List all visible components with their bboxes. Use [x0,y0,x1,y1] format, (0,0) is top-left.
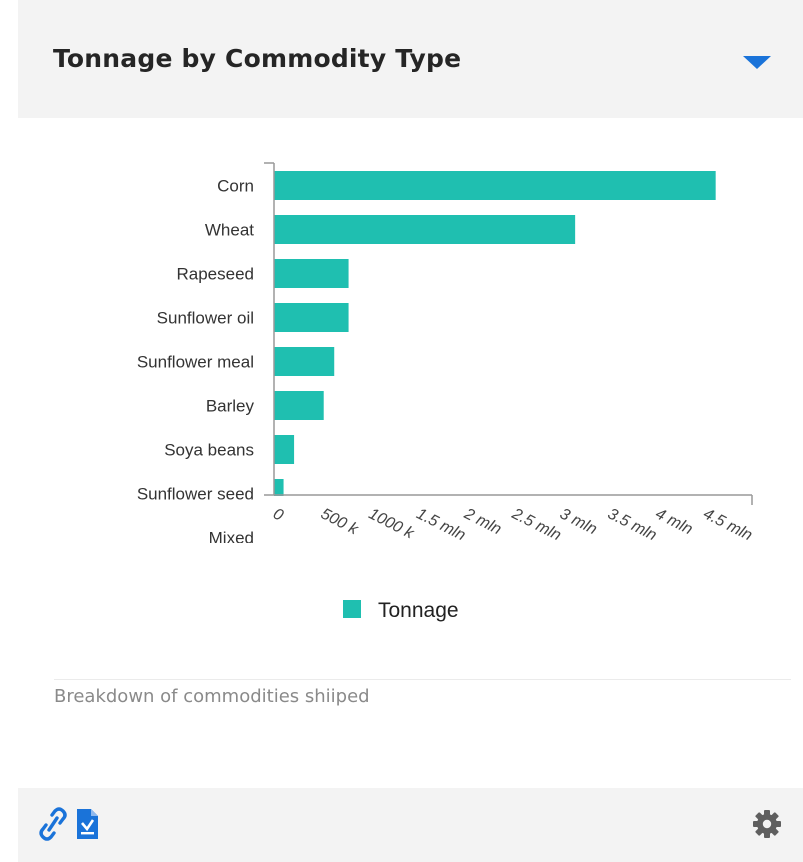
category-label: Corn [217,177,254,196]
category-label: Rapeseed [176,265,254,284]
x-tick-label: 3 mln [557,505,600,538]
bar-corn[interactable] [274,171,716,200]
chart-description: Breakdown of commodities shiiped [54,686,370,707]
bar-rapeseed[interactable] [274,259,349,288]
category-label: Barley [206,397,255,416]
card-header: Tonnage by Commodity Type [18,0,803,118]
card-title: Tonnage by Commodity Type [53,44,462,73]
category-label: Sunflower seed [137,485,254,504]
divider [54,679,791,680]
export-document-icon[interactable] [71,806,107,842]
x-tick-label: 4 mln [653,505,696,538]
chart-area: Corn Wheat Rapeseed Sunflower oil Sunflower … [18,118,803,678]
widget-card: Tonnage by Commodity Type Corn Wheat Rapes… [18,0,803,862]
bar-sunflower-oil[interactable] [274,303,349,332]
x-tick-label: 1.5 mln [414,505,469,544]
bar-chart: Corn Wheat Rapeseed Sunflower oil Sunflower … [137,162,755,622]
card-footer [18,788,803,862]
bar-barley[interactable] [274,391,324,420]
legend-label[interactable]: Tonnage [378,599,459,622]
bar-wheat[interactable] [274,215,576,244]
bar-soya-beans[interactable] [274,435,295,464]
category-label: Sunflower oil [157,309,254,328]
category-label: Wheat [205,221,254,240]
gear-icon[interactable] [749,806,785,842]
category-label: Soya beans [164,441,254,460]
category-label: Mixed [209,529,254,548]
link-icon[interactable] [35,806,71,842]
category-label: Sunflower meal [137,353,254,372]
bar-sunflower-seed[interactable] [274,479,284,508]
x-tick-label: 2.5 mln [508,505,563,544]
x-tick-label: 4.5 mln [700,505,755,544]
legend-swatch[interactable] [343,600,361,618]
x-tick-label: 1000 k [366,505,417,542]
x-tick-label: 0 [270,505,286,524]
caret-down-icon[interactable] [740,52,774,76]
bar-sunflower-meal[interactable] [274,347,335,376]
x-tick-label: 500 k [318,505,361,538]
x-tick-label: 2 mln [460,505,504,538]
x-tick-label: 3.5 mln [605,505,660,544]
